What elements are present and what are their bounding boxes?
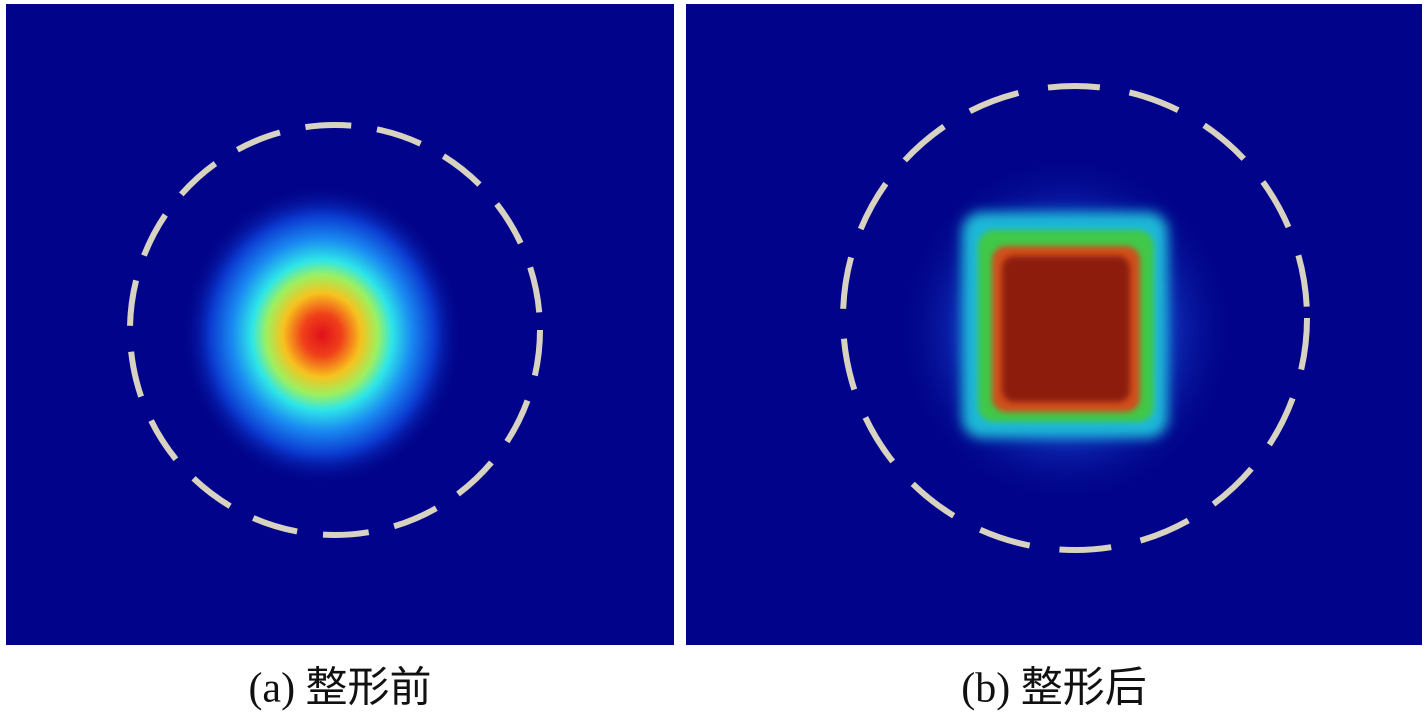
caption: (a) 整形前 <box>248 666 431 712</box>
beam-spot <box>182 185 462 485</box>
beam-flat-top <box>1002 256 1130 402</box>
caption: (b) 整形后 <box>961 666 1146 712</box>
dashed-circle <box>127 122 543 538</box>
dashed-circle <box>840 83 1310 553</box>
panel-b <box>686 4 1422 645</box>
panel-a <box>6 4 674 645</box>
